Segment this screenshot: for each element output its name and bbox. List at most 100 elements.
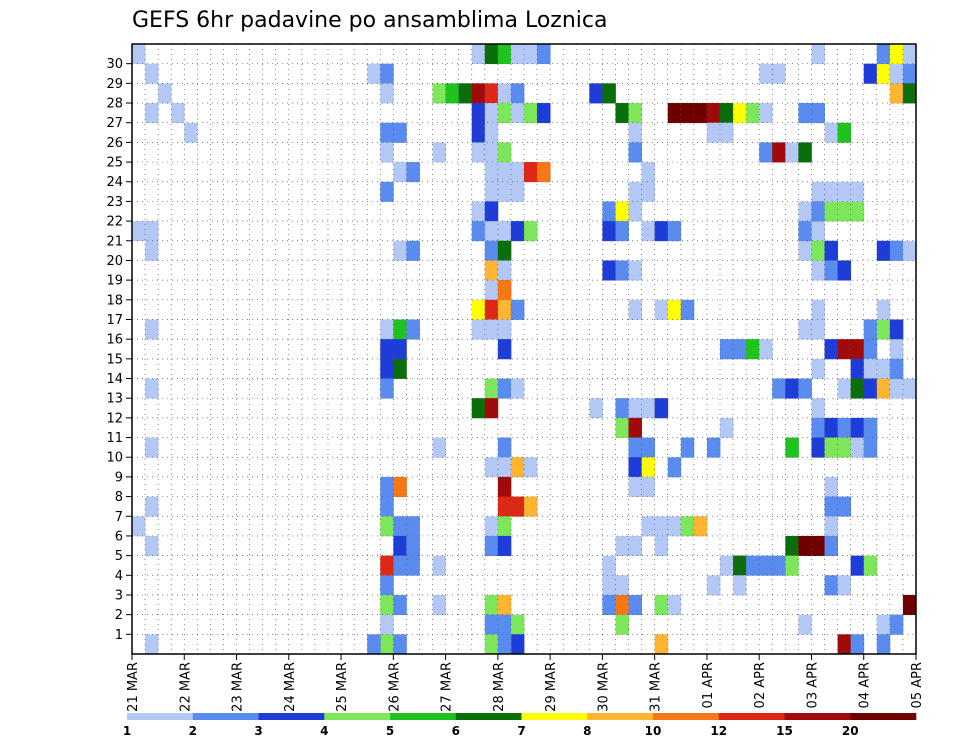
y-tick-label: 29 bbox=[106, 77, 123, 92]
heatmap-cell bbox=[811, 437, 825, 458]
heatmap-cell bbox=[889, 63, 904, 84]
heatmap-cell bbox=[837, 417, 852, 438]
heatmap-cell bbox=[837, 181, 852, 202]
y-tick-label: 11 bbox=[106, 431, 123, 446]
heatmap-cell bbox=[667, 594, 682, 616]
heatmap-cell bbox=[380, 122, 394, 143]
x-tick-label: 26 MAR bbox=[387, 662, 402, 712]
heatmap-cell bbox=[471, 142, 486, 163]
heatmap-cell bbox=[393, 319, 407, 340]
heatmap-cell bbox=[772, 63, 786, 84]
heatmap-cell bbox=[393, 122, 407, 143]
heatmap-cell bbox=[811, 103, 825, 124]
y-tick-label: 19 bbox=[106, 274, 123, 289]
heatmap-cell bbox=[510, 181, 525, 202]
y-tick-label: 25 bbox=[106, 156, 123, 171]
heatmap-cell bbox=[641, 221, 656, 242]
heatmap-cell bbox=[367, 63, 381, 84]
x-tick-label: 01 APR bbox=[701, 662, 716, 708]
heatmap-cell bbox=[654, 516, 669, 537]
heatmap-cell bbox=[811, 240, 825, 261]
heatmap-cell bbox=[497, 221, 512, 242]
heatmap-cell bbox=[510, 221, 525, 242]
heatmap-cell bbox=[706, 122, 721, 143]
heatmap-cell bbox=[145, 221, 159, 242]
heatmap-cells bbox=[132, 44, 917, 655]
heatmap-cell bbox=[484, 457, 499, 478]
heatmap-cell bbox=[837, 339, 852, 360]
heatmap-cell bbox=[798, 103, 812, 124]
heatmap-cell bbox=[837, 260, 852, 281]
heatmap-cell bbox=[393, 535, 407, 557]
heatmap-cell bbox=[785, 142, 799, 163]
heatmap-cell bbox=[798, 221, 812, 242]
heatmap-cell bbox=[889, 358, 904, 379]
colorbar-swatch bbox=[390, 713, 457, 720]
y-tick-label: 24 bbox=[106, 175, 123, 190]
heatmap-cell bbox=[589, 398, 603, 419]
heatmap-cell bbox=[811, 319, 825, 340]
x-tick-label: 21 MAR bbox=[126, 662, 141, 712]
colorbar-swatch bbox=[258, 713, 325, 720]
y-tick-label: 14 bbox=[106, 372, 123, 387]
heatmap-cell bbox=[863, 378, 878, 399]
colorbar-swatch bbox=[784, 713, 851, 720]
heatmap-cell bbox=[628, 181, 642, 202]
heatmap-cell bbox=[863, 555, 878, 576]
colorbar-label: 3 bbox=[254, 724, 262, 738]
heatmap-cell bbox=[484, 319, 499, 340]
heatmap-cell bbox=[484, 299, 499, 320]
heatmap-cell bbox=[471, 103, 486, 124]
y-tick-label: 2 bbox=[115, 608, 123, 623]
heatmap-cell bbox=[380, 496, 394, 517]
heatmap-cell bbox=[876, 378, 891, 399]
heatmap-cell bbox=[759, 103, 773, 124]
x-tick-label: 02 APR bbox=[753, 662, 768, 708]
heatmap-cell bbox=[510, 378, 525, 399]
heatmap-cell bbox=[132, 516, 146, 537]
heatmap-cell bbox=[824, 181, 838, 202]
heatmap-cell bbox=[510, 457, 525, 478]
heatmap-cell bbox=[510, 614, 525, 635]
y-tick-label: 17 bbox=[106, 313, 123, 328]
heatmap-cell bbox=[602, 555, 616, 576]
heatmap-cell bbox=[628, 122, 642, 143]
y-axis: 1234567891011121314151617181920212223242… bbox=[106, 57, 132, 643]
heatmap-cell bbox=[641, 181, 656, 202]
heatmap-cell bbox=[641, 476, 656, 497]
heatmap-cell bbox=[524, 496, 538, 517]
heatmap-cell bbox=[824, 240, 838, 261]
heatmap-cell bbox=[393, 476, 407, 497]
heatmap-cell bbox=[497, 476, 512, 497]
heatmap-cell bbox=[811, 417, 825, 438]
heatmap-cell bbox=[628, 594, 642, 616]
heatmap-cell bbox=[497, 378, 512, 399]
heatmap-cell bbox=[184, 122, 198, 143]
heatmap-cell bbox=[641, 398, 656, 419]
heatmap-cell bbox=[393, 339, 407, 360]
heatmap-cell bbox=[145, 63, 159, 84]
heatmap-cell bbox=[863, 339, 878, 360]
heatmap-cell bbox=[484, 398, 499, 419]
heatmap-cell bbox=[641, 516, 656, 537]
heatmap-cell bbox=[380, 319, 394, 340]
heatmap-cell bbox=[484, 103, 499, 124]
heatmap-cell bbox=[145, 240, 159, 261]
y-tick-label: 5 bbox=[115, 549, 123, 564]
heatmap-cell bbox=[706, 575, 721, 596]
heatmap-cell bbox=[837, 496, 852, 517]
heatmap-cell bbox=[850, 201, 865, 222]
heatmap-cell bbox=[484, 181, 499, 202]
heatmap-cell bbox=[824, 260, 838, 281]
heatmap-cell bbox=[733, 555, 747, 576]
heatmap-cell bbox=[615, 594, 629, 616]
heatmap-cell bbox=[380, 634, 394, 655]
heatmap-cell bbox=[785, 378, 799, 399]
heatmap-cell bbox=[537, 44, 551, 65]
heatmap-cell bbox=[889, 319, 904, 340]
heatmap-cell bbox=[733, 339, 747, 360]
y-tick-label: 1 bbox=[115, 628, 123, 643]
heatmap-cell bbox=[406, 535, 420, 557]
heatmap-cell bbox=[824, 535, 838, 557]
